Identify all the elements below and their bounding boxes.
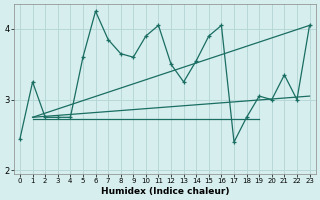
X-axis label: Humidex (Indice chaleur): Humidex (Indice chaleur)	[100, 187, 229, 196]
